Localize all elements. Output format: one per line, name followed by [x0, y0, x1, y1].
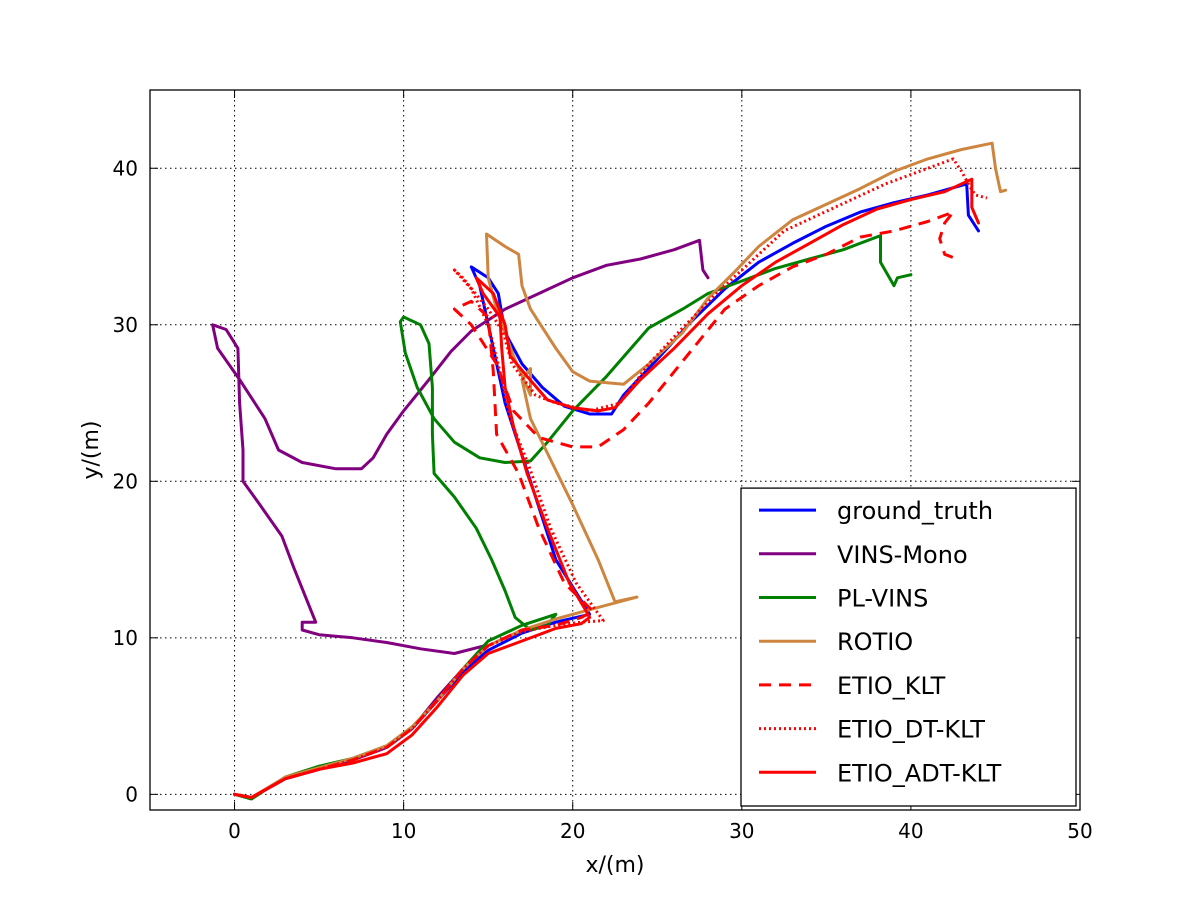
- x-axis-label: x/(m): [585, 853, 644, 878]
- series-line-vins-mono: [211, 238, 710, 799]
- legend-label: ground_truth: [837, 497, 993, 525]
- x-tick-label: 10: [391, 819, 416, 843]
- trajectory-series: [211, 141, 1008, 801]
- y-tick-label: 20: [113, 469, 138, 493]
- series-line-etio-dt-klt: [234, 157, 988, 799]
- y-axis-label: y/(m): [79, 420, 104, 479]
- legend-box: [740, 487, 1077, 807]
- legend-label: ETIO_DT-KLT: [837, 716, 985, 744]
- x-tick-label: 20: [560, 819, 585, 843]
- y-tick-label: 40: [113, 156, 138, 180]
- legend-label: VINS-Mono: [837, 541, 968, 569]
- y-tick-label: 10: [113, 626, 138, 650]
- legend-label: ETIO_ADT-KLT: [837, 759, 1002, 787]
- x-tick-label: 30: [729, 819, 754, 843]
- legend-label: ROTIO: [837, 628, 913, 656]
- x-tick-label: 40: [898, 819, 923, 843]
- legend-label: PL-VINS: [837, 585, 928, 613]
- x-tick-label: 0: [228, 819, 241, 843]
- x-tick-label: 50: [1067, 819, 1092, 843]
- legend-label: ETIO_KLT: [837, 672, 946, 700]
- y-tick-label: 30: [113, 313, 138, 337]
- plot-frame: [149, 89, 1081, 811]
- legend: ground_truth VINS-Mono PL-VINS ROTIO ETIO_KL…: [740, 487, 1077, 807]
- y-tick-label: 0: [125, 782, 138, 806]
- axis-ticks: 0 10 20 30 40 50 0 10 20 30 40: [113, 90, 1093, 843]
- series-line-etio-adt-klt: [233, 177, 980, 799]
